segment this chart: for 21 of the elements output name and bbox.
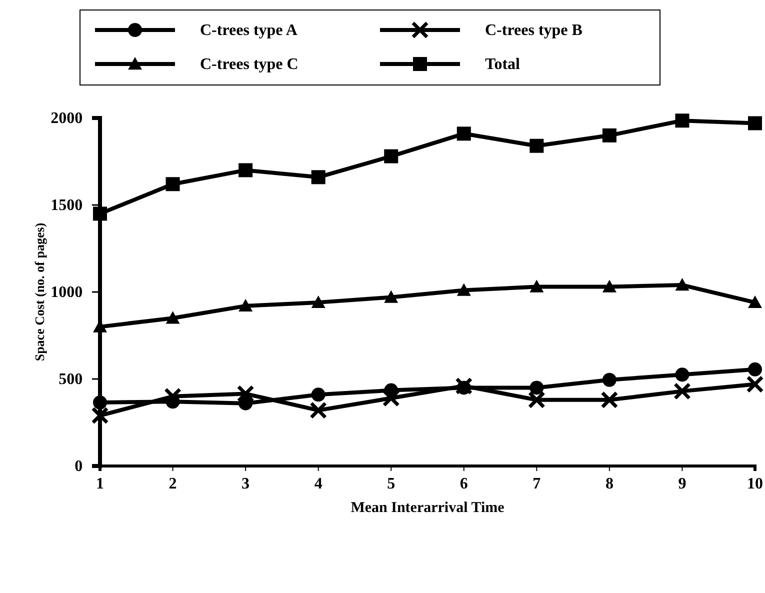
x-tick-label: 4 [314,475,322,492]
legend-label: C-trees type C [200,56,298,73]
x-tick-label: 8 [605,475,614,492]
y-axis-title: Space Cost (no. of pages) [32,222,47,362]
y-tick-label: 1500 [50,197,83,214]
x-tick-label: 1 [96,475,104,492]
x-tick-label: 6 [460,475,468,492]
x-tick-label: 7 [532,475,541,492]
x-tick-label: 5 [387,475,396,492]
x-tick-label: 9 [678,475,686,492]
x-tick-label: 3 [242,475,250,492]
x-tick-label: 2 [168,475,177,492]
y-tick-label: 2000 [50,110,83,128]
legend-label: C-trees type B [485,22,583,39]
y-tick-label: 0 [74,458,83,476]
legend-label: C-trees type A [200,22,298,39]
y-tick-label: 1000 [50,284,83,302]
y-tick-label: 500 [58,371,83,388]
x-tick-label: 10 [747,475,763,492]
legend-label: Total [485,56,521,73]
x-axis-title: Mean Interarrival Time [350,500,505,516]
